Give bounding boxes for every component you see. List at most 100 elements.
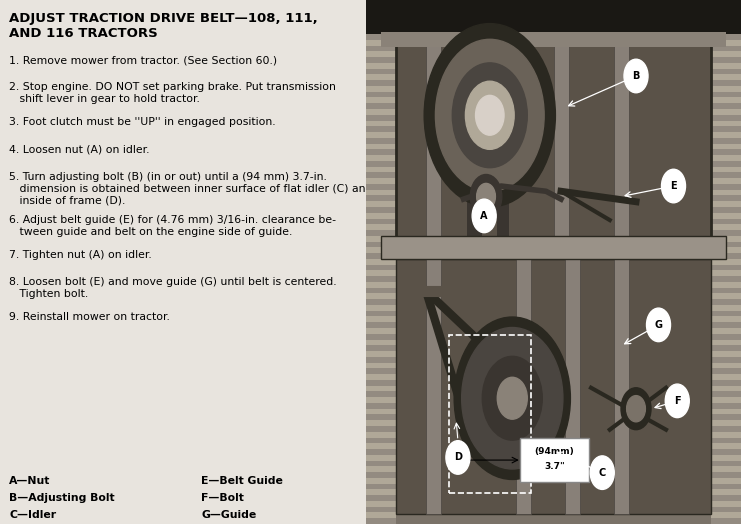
- Circle shape: [472, 199, 496, 233]
- Text: 1. Remove mower from tractor. (See Section 60.): 1. Remove mower from tractor. (See Secti…: [9, 55, 277, 65]
- Bar: [711, 184, 741, 190]
- Circle shape: [476, 183, 496, 210]
- Bar: [711, 219, 741, 224]
- Text: B—Adjusting Bolt: B—Adjusting Bolt: [9, 493, 115, 503]
- Bar: [711, 299, 741, 305]
- Bar: [366, 357, 396, 363]
- Bar: [711, 57, 741, 63]
- Bar: [366, 57, 396, 63]
- Text: F—Bolt: F—Bolt: [202, 493, 245, 503]
- Circle shape: [424, 24, 556, 207]
- Bar: [565, 259, 579, 514]
- Bar: [711, 472, 741, 478]
- Bar: [366, 299, 396, 305]
- Circle shape: [665, 384, 689, 418]
- Bar: [711, 438, 741, 443]
- Bar: [366, 449, 396, 455]
- Bar: [366, 368, 396, 374]
- Text: A: A: [480, 211, 488, 221]
- Bar: [711, 253, 741, 259]
- Bar: [366, 11, 396, 17]
- Bar: [711, 334, 741, 340]
- Bar: [366, 438, 396, 443]
- Bar: [711, 322, 741, 328]
- Bar: [711, 426, 741, 432]
- Text: C—Idler: C—Idler: [9, 510, 56, 520]
- Bar: [366, 34, 396, 40]
- Bar: [366, 426, 396, 432]
- Bar: [711, 461, 741, 466]
- Bar: [366, 484, 396, 489]
- Bar: [396, 34, 711, 238]
- Bar: [711, 207, 741, 213]
- Text: (94mm): (94mm): [534, 447, 574, 456]
- Bar: [366, 172, 396, 178]
- Bar: [448, 335, 531, 493]
- Bar: [366, 219, 396, 224]
- Bar: [366, 149, 396, 155]
- Text: B: B: [632, 71, 639, 81]
- Circle shape: [662, 169, 685, 203]
- Bar: [711, 34, 741, 40]
- FancyBboxPatch shape: [519, 438, 589, 482]
- Bar: [711, 69, 741, 74]
- Bar: [711, 265, 741, 270]
- Text: A—Nut: A—Nut: [9, 476, 50, 486]
- Bar: [711, 403, 741, 409]
- Bar: [366, 495, 396, 501]
- Circle shape: [627, 396, 645, 422]
- Bar: [554, 45, 568, 238]
- Bar: [426, 45, 441, 238]
- Text: 2. Stop engine. DO NOT set parking brake. Put transmission
   shift lever in gea: 2. Stop engine. DO NOT set parking brake…: [9, 82, 336, 104]
- Text: G: G: [654, 320, 662, 330]
- Bar: [711, 230, 741, 236]
- Bar: [711, 23, 741, 28]
- Bar: [516, 259, 531, 514]
- Text: 4. Loosen nut (A) on idler.: 4. Loosen nut (A) on idler.: [9, 145, 150, 155]
- Bar: [366, 126, 396, 132]
- Bar: [614, 45, 628, 238]
- Text: E: E: [670, 181, 677, 191]
- Bar: [366, 288, 396, 293]
- Bar: [366, 138, 396, 144]
- Bar: [711, 46, 741, 51]
- Circle shape: [436, 39, 544, 191]
- Circle shape: [624, 59, 648, 93]
- Circle shape: [471, 174, 502, 219]
- Bar: [711, 357, 741, 363]
- Text: 5. Turn adjusting bolt (B) (in or out) until a (94 mm) 3.7-in.
   dimension is o: 5. Turn adjusting bolt (B) (in or out) u…: [9, 172, 373, 206]
- Bar: [366, 92, 396, 97]
- Text: 7. Tighten nut (A) on idler.: 7. Tighten nut (A) on idler.: [9, 250, 152, 260]
- Circle shape: [462, 328, 563, 469]
- Bar: [366, 507, 396, 512]
- Bar: [366, 230, 396, 236]
- Bar: [711, 0, 741, 5]
- Bar: [366, 23, 396, 28]
- Text: AND 116 TRACTORS: AND 116 TRACTORS: [9, 27, 158, 40]
- Bar: [366, 0, 396, 5]
- Bar: [711, 80, 741, 86]
- Bar: [711, 276, 741, 282]
- Bar: [366, 265, 396, 270]
- Bar: [711, 414, 741, 420]
- Bar: [366, 195, 396, 201]
- Bar: [614, 259, 628, 514]
- Bar: [366, 403, 396, 409]
- Text: 3. Foot clutch must be ''UP'' in engaged position.: 3. Foot clutch must be ''UP'' in engaged…: [9, 117, 276, 127]
- Bar: [366, 276, 396, 282]
- Bar: [497, 176, 508, 238]
- Bar: [381, 236, 726, 259]
- Circle shape: [476, 95, 504, 135]
- Text: G—Guide: G—Guide: [202, 510, 256, 520]
- Bar: [366, 80, 396, 86]
- Bar: [711, 449, 741, 455]
- Text: C: C: [599, 467, 606, 478]
- Bar: [366, 345, 396, 351]
- Bar: [366, 518, 396, 524]
- Bar: [366, 161, 396, 167]
- Bar: [366, 311, 396, 316]
- Bar: [711, 345, 741, 351]
- Bar: [366, 461, 396, 466]
- Circle shape: [591, 456, 614, 489]
- Bar: [711, 195, 741, 201]
